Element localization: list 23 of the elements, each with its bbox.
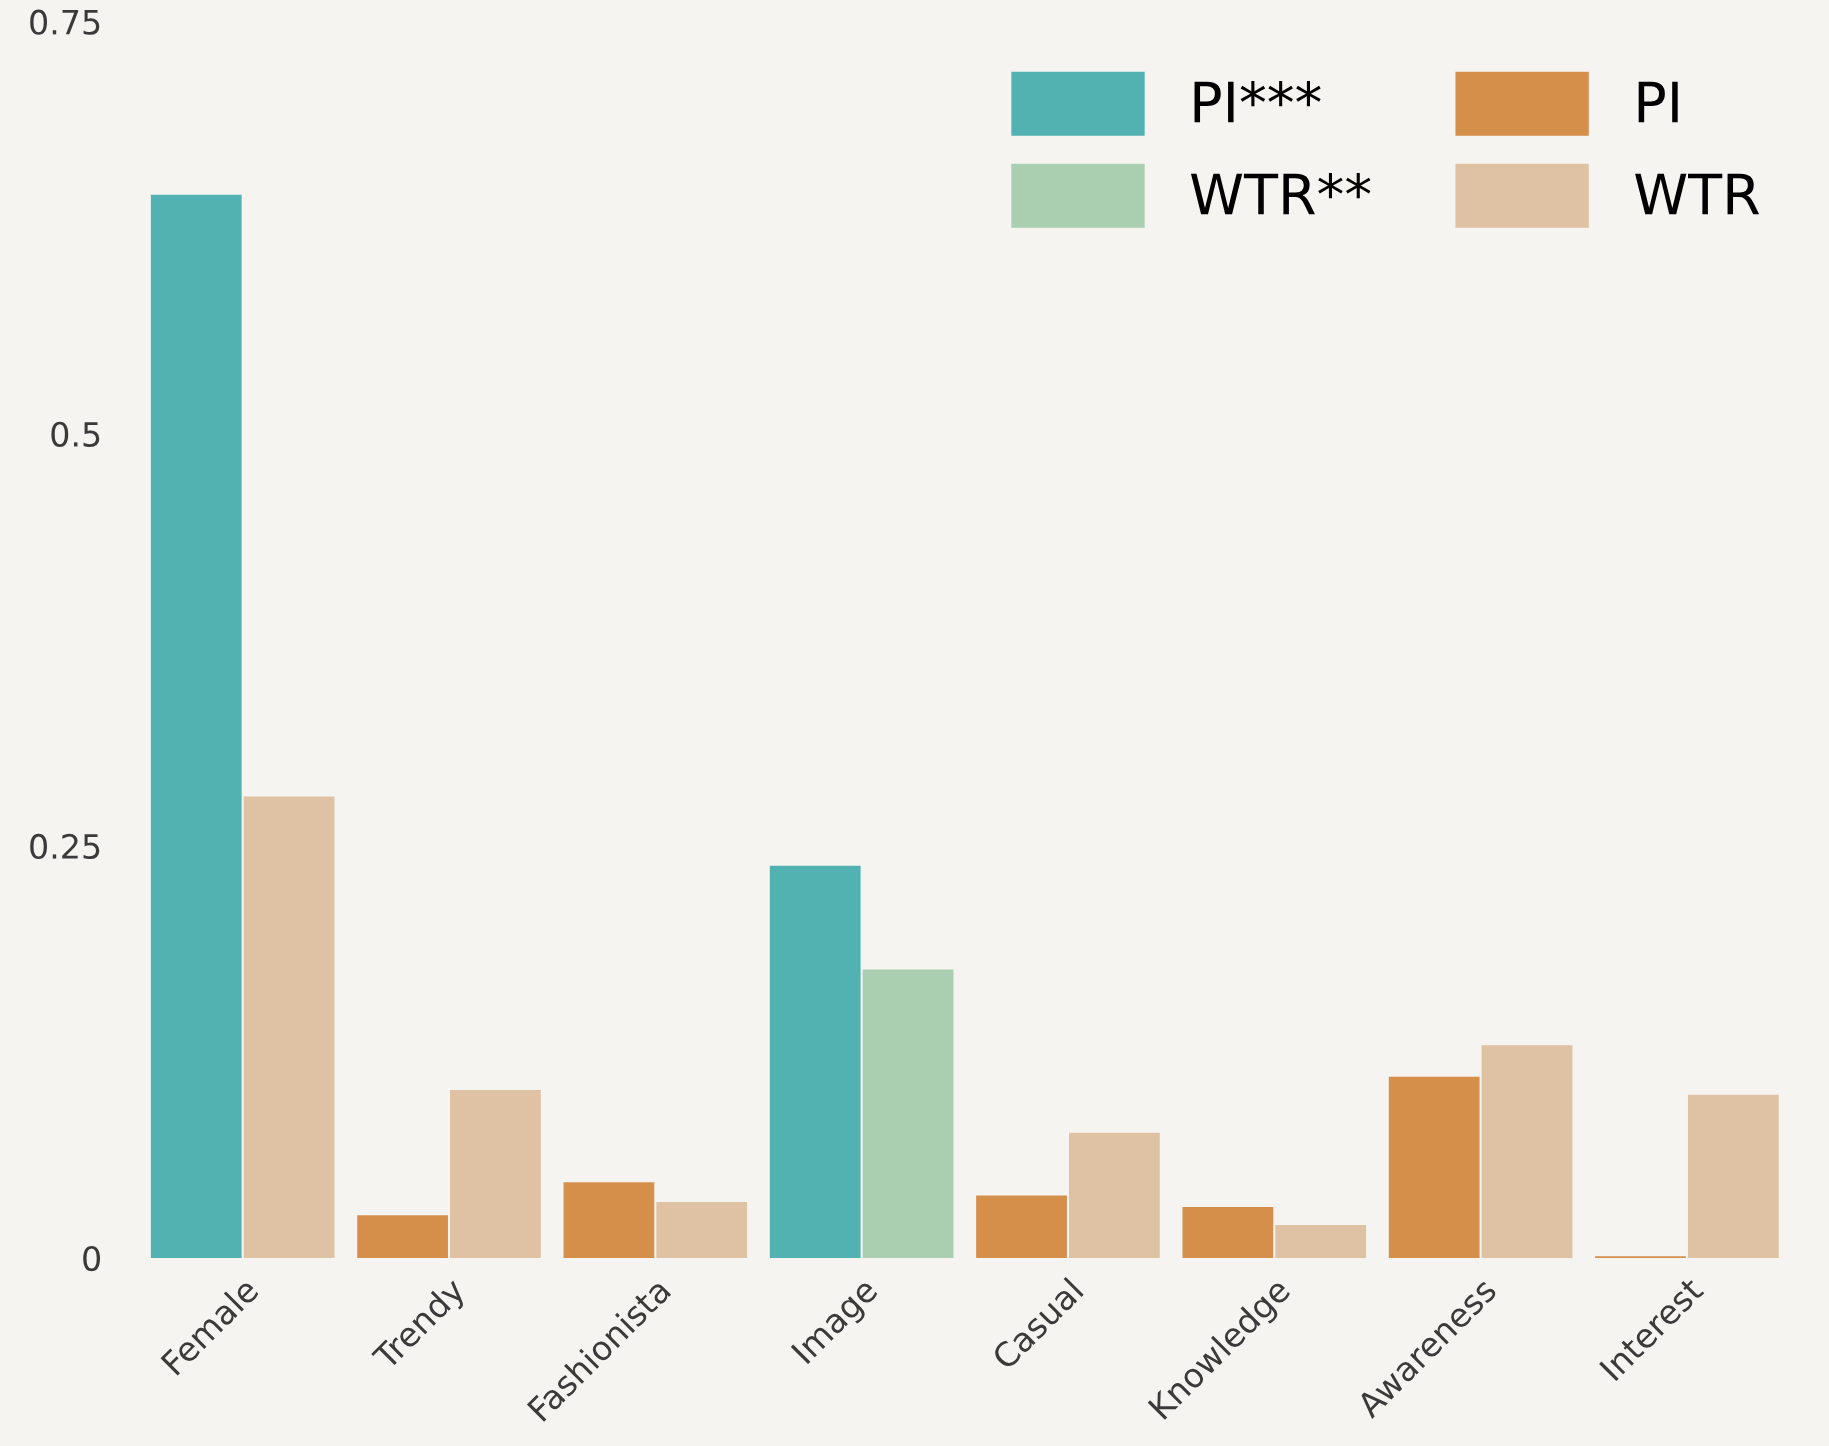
bar <box>357 1215 448 1259</box>
bar <box>1687 1094 1779 1259</box>
y-tick-label: 0 <box>83 1245 100 1272</box>
legend-label: WTR <box>1635 173 1760 215</box>
y-tick-label: 0.25 <box>30 833 100 860</box>
bar <box>656 1201 748 1259</box>
y-tick-label: 0.75 <box>30 9 100 35</box>
bar <box>1388 1076 1480 1259</box>
bar <box>450 1089 541 1259</box>
bar <box>243 796 335 1259</box>
bar <box>150 194 242 1259</box>
bar <box>976 1195 1067 1259</box>
y-tick-label: 0.5 <box>51 421 100 447</box>
legend-label: WTR** <box>1190 172 1371 215</box>
bar <box>862 969 954 1259</box>
bar <box>1068 1132 1160 1259</box>
bar <box>1182 1206 1274 1259</box>
bar <box>769 865 861 1259</box>
legend-label: PI <box>1638 81 1678 123</box>
bar <box>1481 1045 1573 1259</box>
bar <box>563 1182 655 1259</box>
bar <box>1275 1225 1367 1259</box>
legend-label: PI*** <box>1194 81 1321 123</box>
